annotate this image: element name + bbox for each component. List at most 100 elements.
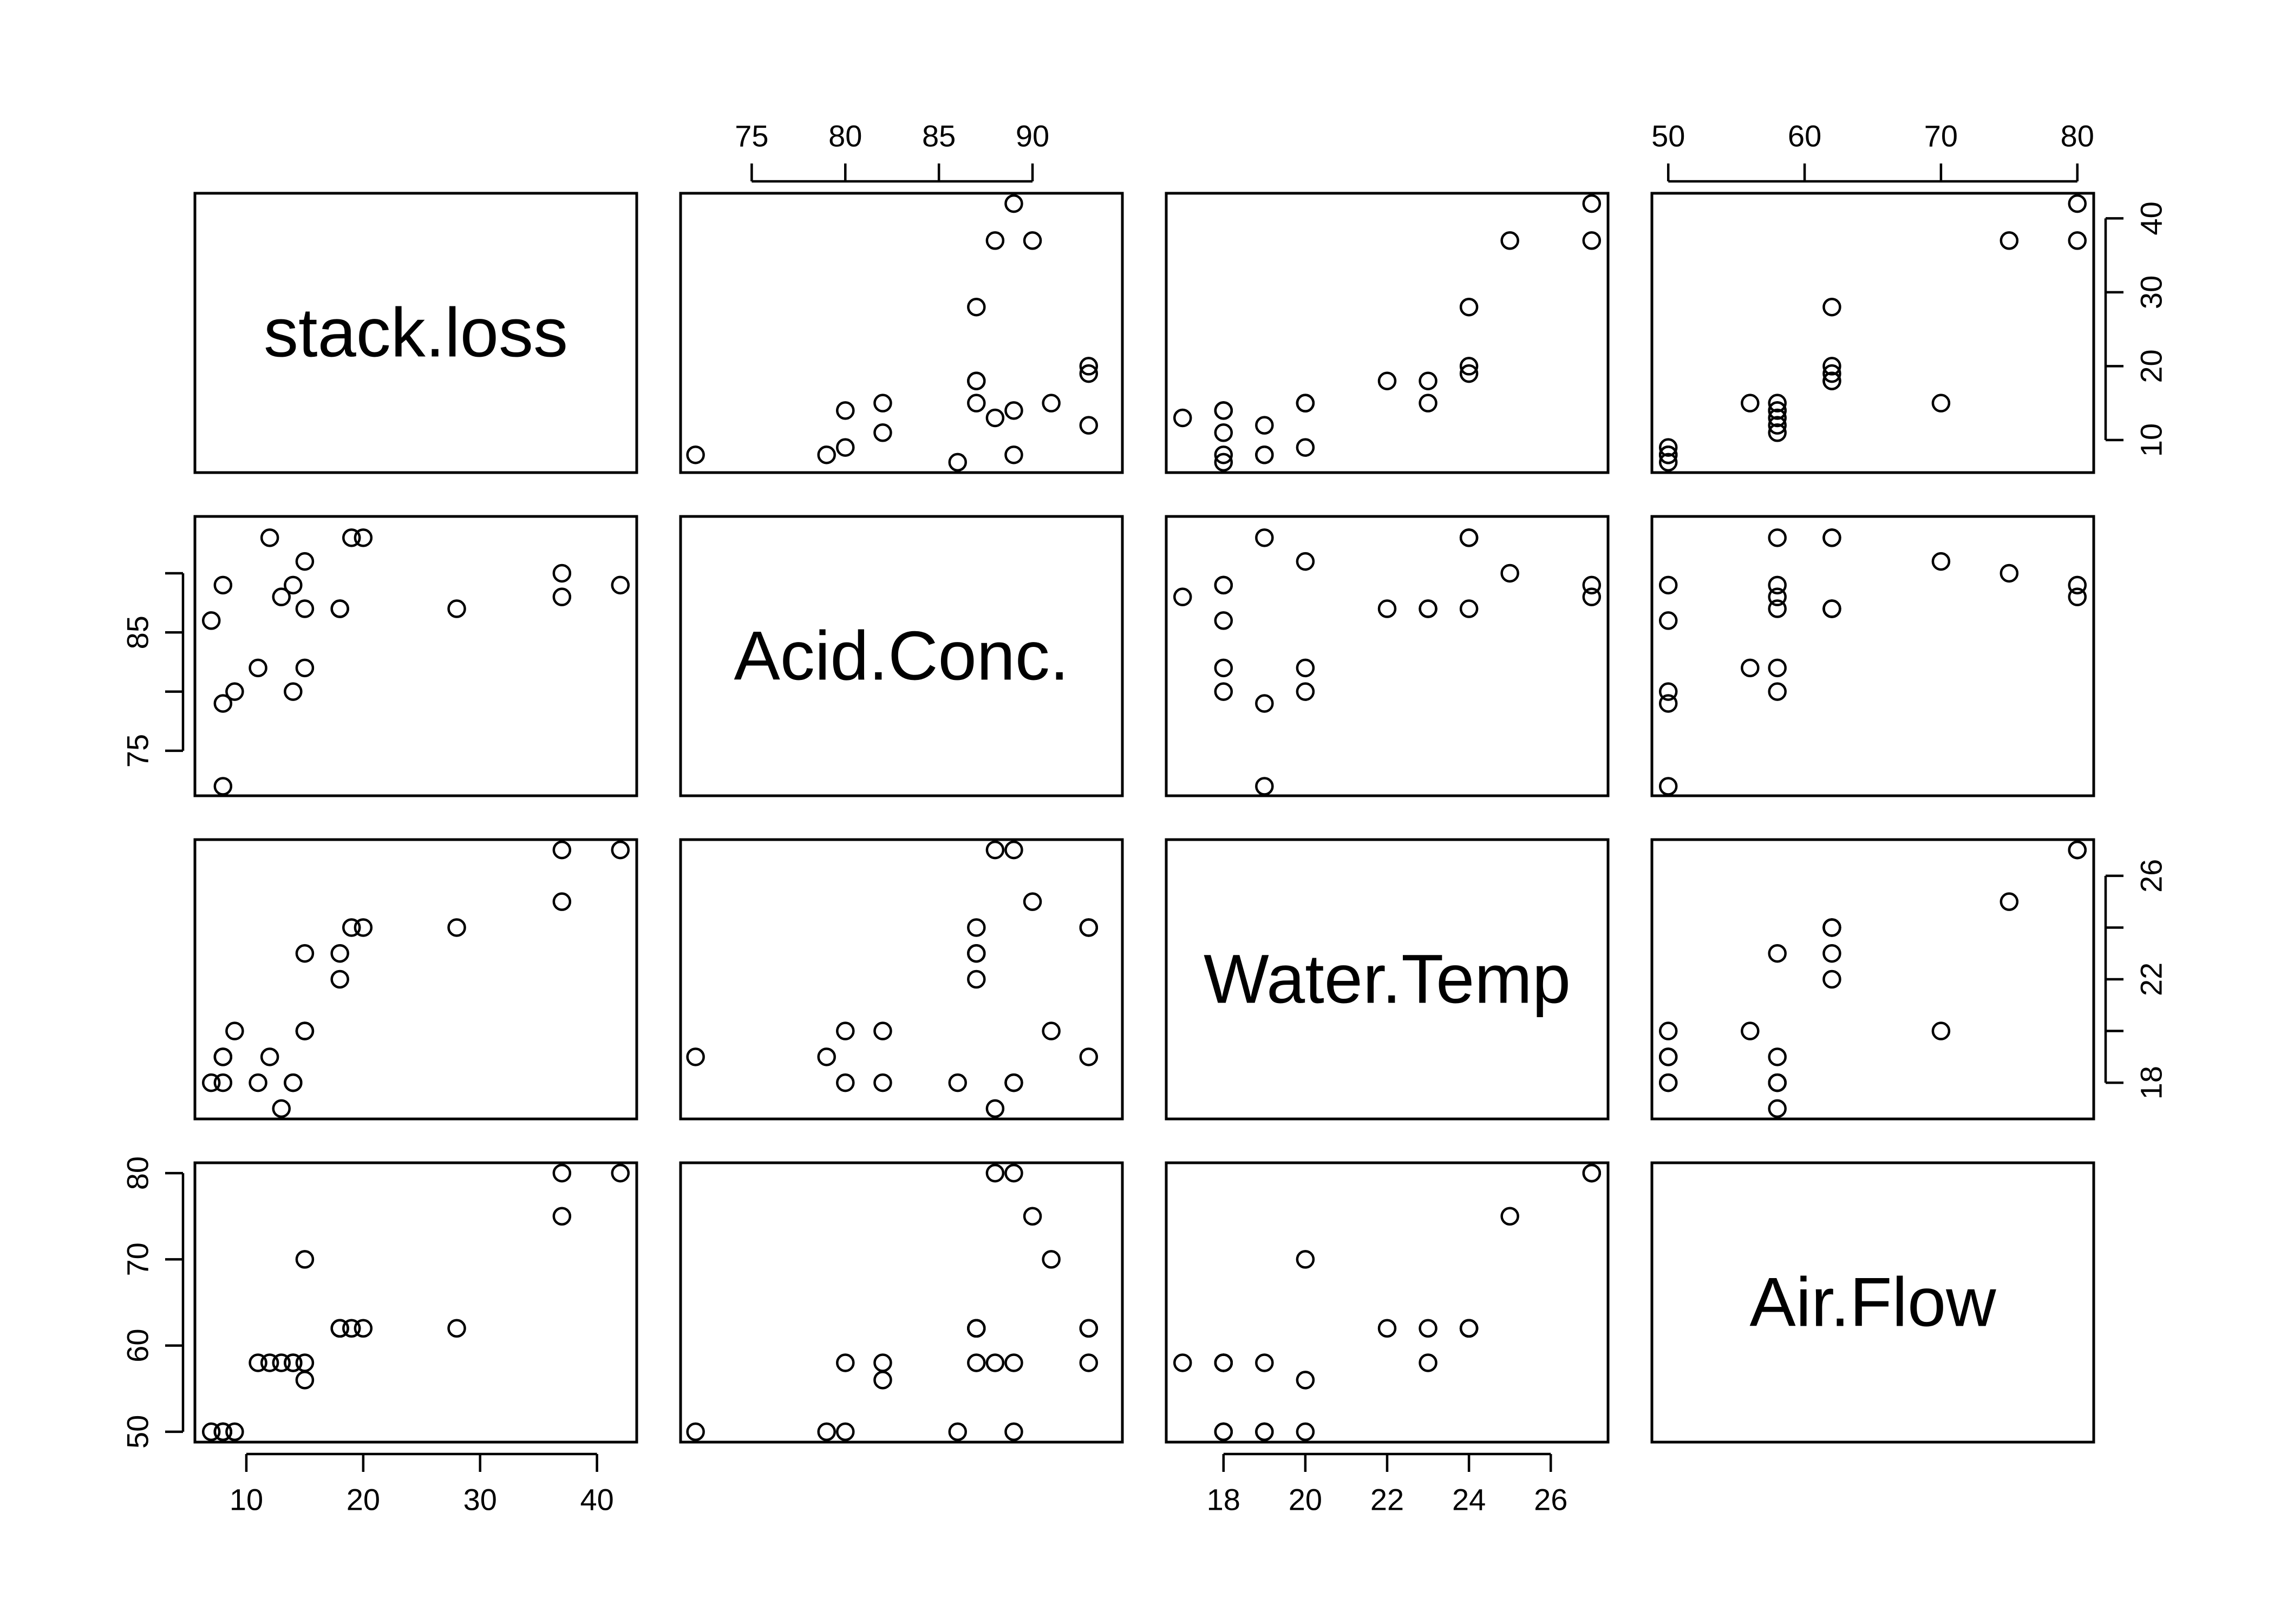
variable-label-water-temp: Water.Temp xyxy=(1204,941,1571,1018)
data-point xyxy=(295,944,315,963)
tick-label: 20 xyxy=(2134,349,2168,383)
data-point xyxy=(1768,401,1787,420)
data-point xyxy=(447,918,466,937)
data-point xyxy=(1079,1353,1099,1372)
data-point xyxy=(1582,575,1602,595)
data-point xyxy=(1658,611,1678,630)
data-point xyxy=(1459,599,1479,618)
data-point xyxy=(1214,575,1233,595)
data-point xyxy=(272,1353,291,1372)
panel-acid-conc-vs-acid-conc: Acid.Conc. xyxy=(679,515,1124,797)
data-point xyxy=(1023,1207,1042,1226)
data-point xyxy=(873,1021,892,1040)
data-point xyxy=(1255,445,1274,464)
panel-frame xyxy=(1165,192,1610,474)
data-point xyxy=(1459,297,1479,317)
data-point xyxy=(354,1319,373,1338)
data-point xyxy=(1768,682,1787,701)
tick-label: 75 xyxy=(121,734,155,768)
panel-frame xyxy=(679,1161,1124,1444)
data-point xyxy=(836,401,855,420)
data-point xyxy=(1931,1021,1951,1040)
data-point xyxy=(1004,194,1023,213)
panel-air-flow-vs-acid-conc xyxy=(679,1161,1124,1444)
data-point xyxy=(1768,658,1787,678)
panel-frame xyxy=(1165,515,1610,797)
x-axis-top-air-flow: 50 60 70 80 xyxy=(1651,119,2094,183)
data-point xyxy=(295,1250,315,1269)
data-point xyxy=(1042,1021,1061,1040)
data-point xyxy=(967,1353,986,1372)
data-point xyxy=(1079,918,1099,937)
data-point xyxy=(1042,1250,1061,1269)
data-point xyxy=(1768,575,1787,595)
tick-label: 26 xyxy=(2134,859,2168,893)
data-point xyxy=(1255,416,1274,435)
tick-label: 75 xyxy=(735,119,768,153)
data-point xyxy=(1296,552,1315,571)
data-point xyxy=(1079,364,1099,383)
panel-frame xyxy=(193,838,638,1121)
data-point xyxy=(1419,599,1437,618)
data-point xyxy=(249,1353,267,1372)
panel-frame xyxy=(193,515,638,797)
panel-frame xyxy=(679,192,1124,474)
data-point xyxy=(1741,1021,1760,1040)
data-point xyxy=(1296,394,1315,412)
data-point xyxy=(284,682,303,701)
data-point xyxy=(1768,1099,1787,1118)
data-point xyxy=(1004,445,1023,464)
data-point xyxy=(1658,575,1678,595)
data-point xyxy=(1999,564,2019,583)
data-point xyxy=(1459,357,1479,376)
tick-label: 40 xyxy=(580,1483,613,1517)
data-point xyxy=(260,1047,279,1066)
data-point xyxy=(1255,1353,1274,1372)
data-point xyxy=(1768,599,1787,618)
data-point xyxy=(213,1422,233,1442)
data-point xyxy=(342,1319,361,1338)
y-axis-left-air-flow: 50 60 70 80 xyxy=(121,1156,185,1449)
data-point xyxy=(1768,944,1787,963)
data-point xyxy=(295,552,315,571)
data-point xyxy=(2068,575,2087,595)
tick-label: 85 xyxy=(922,119,956,153)
panel-water-temp-vs-water-temp: Water.Temp xyxy=(1165,838,1610,1121)
tick-label: 22 xyxy=(2134,962,2168,996)
data-point xyxy=(873,423,892,442)
data-point xyxy=(1255,777,1274,796)
data-point xyxy=(1255,1422,1274,1442)
data-point xyxy=(1004,401,1023,420)
tick-label: 24 xyxy=(1452,1483,1486,1517)
data-point xyxy=(1296,438,1315,457)
data-point xyxy=(611,840,630,860)
panel-frame xyxy=(679,838,1124,1121)
data-point xyxy=(1079,1047,1099,1066)
data-point xyxy=(1768,408,1787,428)
data-point xyxy=(272,1099,291,1118)
data-point xyxy=(1173,587,1192,606)
data-point xyxy=(1822,364,1841,383)
data-point xyxy=(284,575,303,595)
data-point xyxy=(201,611,221,630)
data-point xyxy=(1004,840,1023,860)
tick-label: 60 xyxy=(121,1328,155,1362)
tick-label: 80 xyxy=(121,1156,155,1190)
data-point xyxy=(1931,394,1951,412)
data-point xyxy=(1500,1207,1519,1226)
data-point xyxy=(873,1371,892,1390)
data-point xyxy=(1296,1371,1315,1390)
panel-stack-loss-vs-stack-loss: stack.loss xyxy=(193,192,638,474)
data-point xyxy=(213,575,233,595)
data-point xyxy=(1500,231,1519,250)
data-point xyxy=(967,1319,986,1338)
data-point xyxy=(967,297,986,317)
data-point xyxy=(1822,528,1841,547)
data-point xyxy=(686,445,705,464)
data-point xyxy=(1658,777,1678,796)
data-point xyxy=(1419,1319,1437,1338)
panel-frame xyxy=(1165,1161,1610,1444)
data-point xyxy=(1999,231,2019,250)
data-point xyxy=(1658,1073,1678,1092)
